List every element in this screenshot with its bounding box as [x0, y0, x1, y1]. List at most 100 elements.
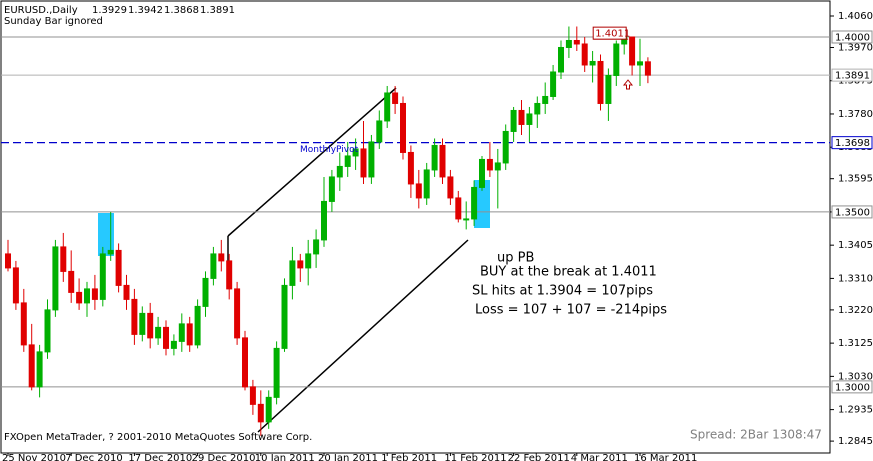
candle-body — [20, 302, 27, 346]
candle-body — [76, 291, 83, 304]
candle-body — [249, 386, 256, 405]
candle-body — [115, 249, 122, 286]
candle-body — [36, 351, 43, 388]
candle-body — [289, 260, 296, 286]
candle-body — [163, 326, 169, 349]
candle-body — [550, 71, 557, 97]
chart-subtitle: Sunday Bar ignored — [4, 16, 103, 27]
candle-body — [542, 95, 549, 104]
candle-body — [305, 253, 312, 269]
level-label: 1.4000 — [835, 32, 870, 43]
candle-body — [155, 326, 162, 339]
plot-frame — [0, 0, 831, 454]
candle-body — [257, 403, 264, 423]
candle-body — [265, 396, 272, 423]
level-box — [831, 205, 873, 219]
copyright: FXOpen MetaTrader, ? 2001-2010 MetaQuote… — [4, 432, 312, 443]
candle-body — [202, 277, 209, 307]
candle-body — [392, 92, 399, 104]
candle-body — [28, 344, 35, 388]
candle-body — [471, 186, 478, 220]
candle-body — [376, 120, 383, 143]
level-box — [831, 380, 873, 394]
candle-body — [526, 113, 533, 125]
candle-body — [91, 288, 98, 300]
level-label: 1.3698 — [835, 138, 870, 149]
candle-body — [68, 270, 75, 293]
y-tick-label: 1.3125 — [838, 338, 873, 349]
status: Spread: 2Bar 1308:47 — [690, 428, 822, 442]
candle-body — [455, 197, 462, 220]
x-tick-label: 29 Dec 2010 — [192, 453, 256, 461]
candle-body — [415, 183, 422, 199]
x-tick-label: 20 Jan 2011 — [318, 453, 378, 461]
candle-body — [502, 130, 509, 164]
y-tick-label: 1.2845 — [838, 436, 873, 447]
candle-body — [328, 176, 335, 202]
candle-body — [194, 305, 201, 346]
chart-title: EURUSD.,Daily — [4, 5, 78, 16]
candle-body — [44, 309, 51, 353]
open-value: 1.3929 — [92, 5, 127, 16]
annotation: up PB — [497, 251, 534, 266]
level-label: 1.3000 — [835, 382, 870, 393]
candle-body — [439, 144, 446, 178]
levels — [1, 36, 830, 388]
annotation: BUY at the break at 1.4011 — [480, 265, 657, 280]
candle-body — [463, 218, 470, 221]
candle-body — [52, 246, 59, 311]
arrow-icon — [622, 79, 634, 90]
candle-body — [629, 36, 636, 66]
candle-body — [147, 312, 154, 339]
y-tick-label: 1.3405 — [838, 240, 873, 251]
candle-body — [99, 253, 106, 300]
candle-body — [5, 253, 11, 269]
annotation: Loss = 107 + 107 = -214pips — [475, 303, 667, 318]
high-value: 1.3942 — [128, 5, 163, 16]
candle-body — [558, 46, 564, 73]
candle-body — [178, 323, 185, 342]
x-tick-label: 1 Feb 2011 — [381, 453, 437, 461]
candle-body — [400, 102, 406, 153]
candle-body — [186, 323, 193, 346]
candle-body — [352, 148, 359, 157]
x-tick-label: 16 Mar 2011 — [634, 453, 697, 461]
candle-body — [431, 144, 438, 171]
y-tick-label: 1.2935 — [838, 405, 873, 416]
flag-box — [592, 26, 627, 40]
candle-body — [273, 347, 280, 398]
y-tick-label: 1.4060 — [838, 11, 873, 22]
flag-label: 1.4011 — [595, 29, 630, 40]
level-label: 1.3500 — [835, 207, 870, 218]
y-tick-label: 1.3030 — [838, 371, 873, 382]
candle-body — [107, 249, 114, 255]
candle-body — [518, 109, 525, 125]
candle-body — [605, 74, 612, 104]
candle-body — [510, 109, 517, 132]
level-label: 1.3891 — [835, 71, 870, 82]
candle-body — [360, 148, 367, 178]
x-tick-label: 11 Feb 2011 — [444, 453, 506, 461]
candle-body — [344, 155, 351, 167]
close-value: 1.3891 — [200, 5, 235, 16]
candles — [5, 26, 651, 436]
channel-line — [257, 239, 469, 433]
y-tick-label: 1.3970 — [838, 42, 873, 53]
highlight-zone — [474, 180, 490, 228]
y-tick-label: 1.3780 — [838, 109, 873, 120]
candle-body — [131, 298, 138, 335]
x-tick-label: 10 Jan 2011 — [255, 453, 315, 461]
candle-body — [494, 162, 501, 171]
candle-body — [84, 288, 90, 304]
candle-body — [12, 267, 19, 304]
low-value: 1.3868 — [164, 5, 199, 16]
candle-body — [573, 39, 580, 45]
candle-body — [565, 39, 572, 48]
level-name: MonthlyPivot — [300, 145, 359, 155]
x-tick-label: 22 Feb 2011 — [508, 453, 570, 461]
candle-body — [407, 151, 414, 185]
candle-body — [368, 141, 375, 178]
level-box — [831, 30, 873, 44]
candle-body — [336, 165, 343, 178]
